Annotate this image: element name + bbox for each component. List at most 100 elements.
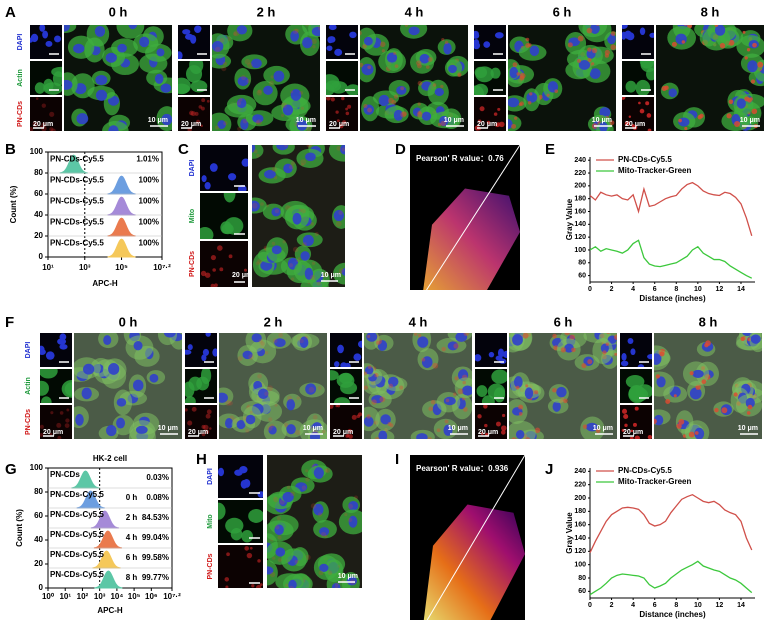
x-tick-label: 4	[631, 602, 635, 609]
dot	[243, 268, 247, 272]
dot	[440, 120, 446, 127]
nucleus	[349, 31, 357, 39]
scale-label: 20 μm	[43, 429, 63, 436]
nucleus	[364, 416, 374, 427]
nucleus	[311, 26, 320, 37]
panel-label: E	[545, 141, 555, 158]
plot-frame	[47, 151, 163, 258]
dot	[437, 122, 442, 127]
nucleus	[589, 68, 601, 79]
nucleus	[59, 343, 68, 350]
micrograph	[474, 61, 506, 95]
dot	[257, 89, 262, 94]
dot	[427, 57, 433, 62]
dot	[245, 428, 250, 433]
dot	[684, 126, 688, 131]
dot	[201, 432, 206, 437]
dot	[264, 391, 269, 397]
dot	[226, 552, 230, 557]
x-tick-label: 4	[631, 286, 635, 293]
histogram-peak	[92, 550, 121, 569]
micrograph	[200, 145, 248, 191]
dot	[228, 254, 233, 259]
nucleus	[271, 207, 281, 217]
dot	[271, 241, 276, 246]
nucleus	[689, 387, 702, 400]
nucleus	[386, 52, 398, 63]
micrograph	[218, 455, 263, 498]
nucleus	[474, 30, 479, 37]
nucleus	[83, 363, 95, 375]
dot	[276, 516, 281, 521]
dot	[205, 429, 210, 434]
dot	[300, 159, 307, 166]
cell	[40, 369, 58, 379]
y-tick-label: 100	[30, 463, 44, 472]
dot	[364, 371, 368, 376]
dot	[305, 554, 311, 561]
micrograph	[212, 25, 320, 131]
dot	[278, 333, 283, 338]
micrograph	[330, 333, 362, 367]
channel-label: Mito	[189, 209, 196, 223]
dot	[273, 496, 279, 503]
cell	[241, 530, 254, 543]
dot	[49, 111, 55, 117]
panel-label: B	[5, 141, 16, 158]
dot	[493, 112, 498, 116]
micrograph	[475, 333, 507, 367]
dot	[751, 108, 758, 115]
scale-label: 20 μm	[333, 429, 353, 436]
nucleus	[393, 109, 403, 121]
dot	[586, 20, 591, 25]
nucleus	[64, 79, 73, 90]
scale-label: 20 μm	[33, 121, 53, 128]
dot	[417, 80, 423, 86]
nucleus	[154, 73, 164, 84]
nucleus	[242, 350, 253, 360]
dot	[721, 407, 728, 414]
dot	[477, 414, 482, 419]
histogram-peak	[90, 510, 119, 529]
nucleus	[39, 25, 46, 32]
dot	[225, 400, 231, 406]
dot	[40, 424, 44, 429]
micrograph	[410, 455, 525, 620]
series-name: PN-CDs-Cy5.5	[50, 238, 104, 247]
y-tick-label: 100	[574, 247, 586, 254]
nucleus	[326, 45, 333, 51]
micrograph	[330, 369, 362, 403]
value-label: 99.58%	[142, 553, 169, 562]
scale-label: 20 μm	[181, 121, 201, 128]
y-tick-label: 60	[34, 189, 43, 198]
nucleus	[59, 333, 67, 341]
dot	[281, 102, 287, 109]
y-tick-label: 200	[574, 495, 586, 502]
nucleus	[745, 397, 755, 408]
dot	[654, 383, 655, 385]
dot	[646, 113, 652, 118]
dot	[330, 405, 334, 409]
dot	[577, 35, 584, 42]
series-name: PN-CDs-Cy5.5	[50, 154, 104, 163]
dot	[324, 534, 328, 539]
nucleus	[656, 376, 666, 388]
dot	[453, 343, 459, 349]
value-label: 100%	[139, 238, 159, 247]
dot	[341, 147, 345, 152]
nucleus	[313, 467, 324, 479]
dot	[320, 532, 327, 538]
dot	[204, 272, 211, 278]
x-tick-label: 0	[588, 602, 592, 609]
dot	[659, 351, 665, 357]
y-tick-label: 240	[574, 157, 586, 164]
nucleus	[447, 341, 459, 351]
x-tick-label: 10⁰	[42, 592, 55, 601]
dot	[200, 124, 203, 128]
series-name: PN-CDs	[50, 470, 80, 479]
nucleus	[328, 25, 337, 31]
dot	[400, 111, 407, 118]
micrograph	[620, 333, 652, 367]
y-tick-label: 100	[30, 147, 44, 156]
